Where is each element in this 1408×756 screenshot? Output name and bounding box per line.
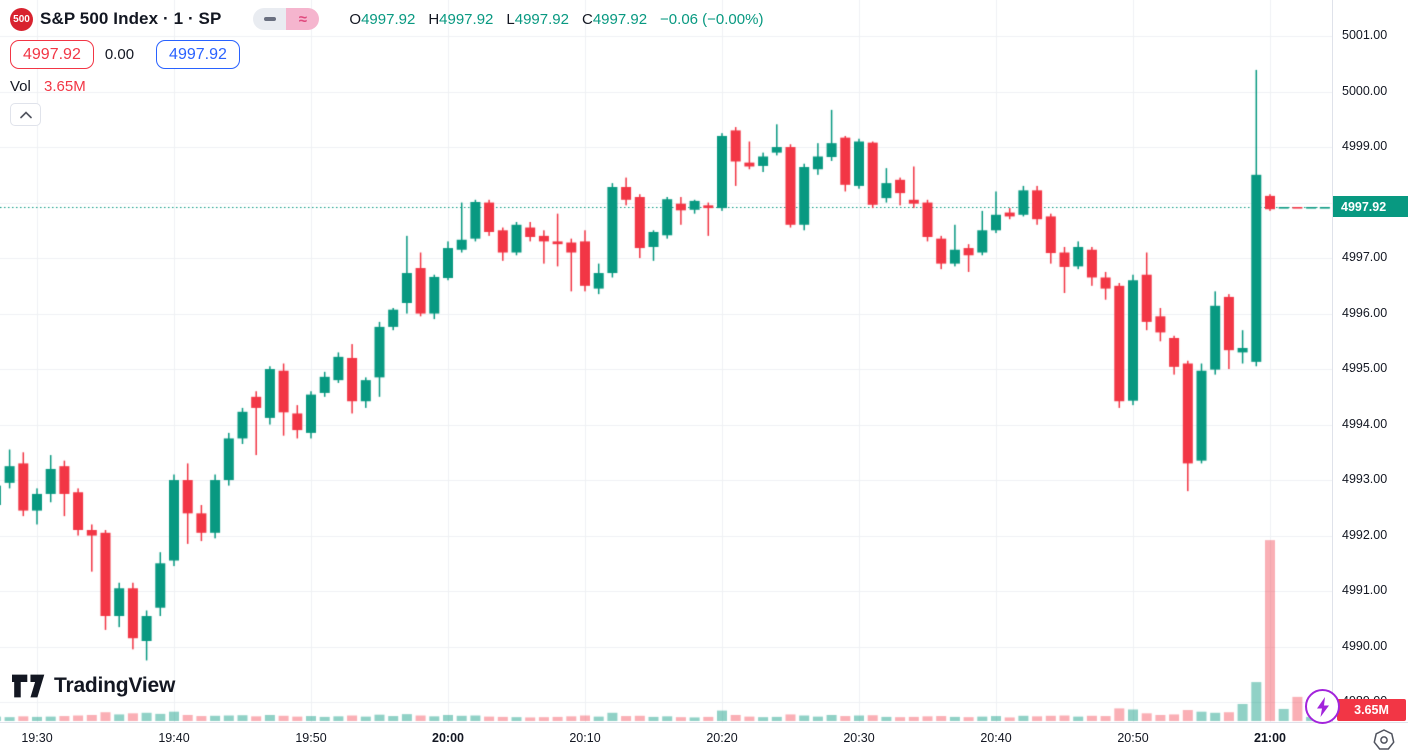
time-axis-label: 19:30 — [21, 731, 53, 745]
sp500-logo-badge: 500 — [10, 7, 33, 31]
time-axis-label: 20:10 — [569, 731, 601, 745]
time-axis-label: 20:20 — [706, 731, 738, 745]
approx-icon: ≈ — [298, 10, 308, 28]
price-axis-label: 4994.00 — [1342, 416, 1388, 431]
open-label: O — [349, 10, 362, 28]
order-row: 4997.92 0.00 4997.92 — [10, 40, 763, 69]
last-price-label: 4997.92 — [1333, 196, 1408, 217]
chevron-up-icon — [19, 110, 32, 118]
time-axis-label: 20:40 — [980, 731, 1012, 745]
change-value: −0.06 (−0.00%) — [660, 10, 764, 28]
settings-icon — [1373, 729, 1395, 750]
price-axis-label: 5001.00 — [1342, 28, 1388, 43]
dash-icon — [263, 17, 276, 21]
timezone-settings-button[interactable] — [1372, 728, 1396, 752]
time-axis[interactable]: 19:30 19:40 19:50 20:00 20:10 20:20 20:30 20:40… — [0, 722, 1408, 756]
open-value: 4997.92 — [361, 10, 416, 28]
low-value: 4997.92 — [514, 10, 569, 28]
candlestick-chart[interactable] — [0, 0, 1332, 722]
low-label: L — [506, 10, 515, 28]
collapse-legend-button[interactable] — [10, 103, 41, 126]
price-axis-label: 4999.00 — [1342, 139, 1388, 154]
price-axis-label: 4995.00 — [1342, 361, 1388, 376]
volume-value: 3.65M — [44, 78, 86, 95]
bar-style-toggle: ≈ — [253, 8, 320, 30]
volume-label: Vol — [10, 78, 31, 95]
time-axis-label: 19:50 — [295, 731, 327, 745]
symbol-row: 500 S&P 500 Index · 1 · SP ≈ O4997.92 H4… — [10, 7, 763, 31]
close-label: C — [581, 10, 593, 28]
time-axis-label: 20:30 — [843, 731, 875, 745]
high-value: 4997.92 — [439, 10, 494, 28]
time-axis-label: 20:50 — [1117, 731, 1149, 745]
high-label: H — [428, 10, 440, 28]
price-axis-label: 4997.00 — [1342, 250, 1388, 265]
price-axis-label: 4992.00 — [1342, 527, 1388, 542]
time-axis-label: 20:00 — [432, 731, 464, 745]
lightning-icon — [1316, 696, 1329, 717]
price-axis-label: 4993.00 — [1342, 472, 1388, 487]
tradingview-logo[interactable]: TradingView — [12, 674, 175, 698]
volume-axis-badge: 3.65M — [1337, 699, 1406, 721]
volume-row: Vol 3.65M — [10, 78, 763, 95]
symbol-title[interactable]: S&P 500 Index · 1 · SP — [40, 9, 222, 28]
instant-trading-button[interactable] — [1305, 689, 1340, 724]
buy-button[interactable]: 4997.92 — [156, 40, 240, 69]
spread-value: 0.00 — [104, 46, 135, 63]
chart-legend: 500 S&P 500 Index · 1 · SP ≈ O4997.92 H4… — [10, 7, 763, 126]
sell-button[interactable]: 4997.92 — [10, 40, 94, 69]
ohlc-legend: O4997.92 H4997.92 L4997.92 C4997.92 −0.0… — [349, 11, 763, 28]
close-value: 4997.92 — [592, 10, 648, 28]
price-axis[interactable]: 5001.00 5000.00 4999.00 4997.00 4996.00 4995.… — [1332, 0, 1408, 722]
time-axis-label: 21:00 — [1254, 731, 1286, 745]
price-axis-label: 4996.00 — [1342, 305, 1388, 320]
price-axis-label: 5000.00 — [1342, 83, 1388, 98]
dash-toggle-button[interactable] — [253, 8, 287, 30]
time-axis-label: 19:40 — [158, 731, 190, 745]
price-axis-label: 4990.00 — [1342, 638, 1388, 653]
price-axis-label: 4991.00 — [1342, 583, 1388, 598]
tradingview-logo-icon — [12, 674, 45, 698]
approx-toggle-button[interactable]: ≈ — [286, 8, 320, 30]
tradingview-logo-text: TradingView — [54, 674, 176, 697]
